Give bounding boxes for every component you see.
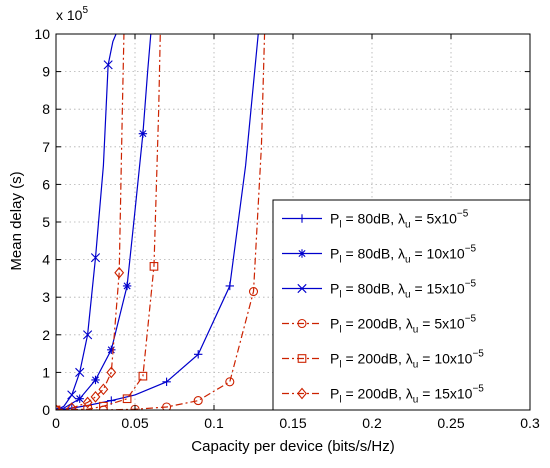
series-line <box>56 34 161 410</box>
series-layer <box>56 34 266 410</box>
legend-entry: Pl = 200dB, λu = 15x10−5 <box>282 384 484 406</box>
data-point <box>106 366 117 379</box>
data-point <box>122 281 132 291</box>
data-point <box>194 350 203 359</box>
data-point <box>83 404 92 410</box>
data-point <box>83 330 93 340</box>
legend-entry: Pl = 200dB, λu = 5x10−5 <box>282 314 477 336</box>
legend-label: Pl = 200dB, λu = 15x10−5 <box>330 384 484 406</box>
series-2 <box>56 34 152 410</box>
series-line <box>56 34 117 410</box>
data-point <box>75 367 85 377</box>
legend-label: Pl = 80dB, λu = 5x10−5 <box>330 209 469 231</box>
y-multiplier-exponent: 5 <box>82 5 88 16</box>
y-tick-label: 9 <box>42 64 50 80</box>
series-4 <box>56 34 266 410</box>
legend-label: Pl = 80dB, λu = 15x10−5 <box>330 279 477 301</box>
data-point <box>138 129 148 138</box>
data-point <box>297 387 307 400</box>
data-point <box>107 345 116 355</box>
data-point <box>90 253 101 263</box>
data-point <box>193 396 203 406</box>
data-point <box>248 287 259 297</box>
x-tick-label: 0.25 <box>437 415 464 431</box>
x-tick-label: 0.05 <box>121 415 148 431</box>
y-tick-label: 1 <box>42 364 50 380</box>
data-point <box>162 377 171 386</box>
data-point <box>114 266 125 279</box>
data-point <box>75 394 84 403</box>
data-point <box>138 371 148 381</box>
data-point <box>225 281 234 291</box>
y-tick-label: 6 <box>42 176 50 192</box>
data-point <box>82 396 93 409</box>
x-tick-label: 0 <box>52 415 60 431</box>
data-point <box>66 402 77 410</box>
legend-label: Pl = 200dB, λu = 10x10−5 <box>330 349 484 371</box>
series-line <box>56 34 125 410</box>
y-tick-label: 2 <box>42 327 50 343</box>
x-tick-label: 0.1 <box>204 415 224 431</box>
y-tick-label: 5 <box>42 214 50 230</box>
x-tick-label: 0.3 <box>520 415 540 431</box>
series-6 <box>56 34 125 410</box>
y-tick-label: 10 <box>34 26 50 42</box>
tick-layer: 0 0.05 0.1 0.15 0.2 0.25 0.3 0 1 2 3 4 5 6 7 8 9 10 <box>34 26 540 431</box>
data-point <box>122 394 132 404</box>
legend-entry: Pl = 80dB, λu = 10x10−5 <box>282 244 477 266</box>
series-3 <box>56 34 117 410</box>
data-point <box>99 401 108 410</box>
legend-label: Pl = 200dB, λu = 5x10−5 <box>330 314 477 336</box>
data-point <box>162 402 172 410</box>
legend-entry: Pl = 80dB, λu = 5x10−5 <box>282 209 469 231</box>
y-tick-label: 4 <box>42 252 50 268</box>
legend-entry: Pl = 80dB, λu = 15x10−5 <box>282 279 477 301</box>
data-point <box>149 262 159 271</box>
series-5 <box>56 34 161 410</box>
legend-box <box>272 199 531 411</box>
y-tick-label: 7 <box>42 139 50 155</box>
y-multiplier-base: x 10 <box>56 7 83 23</box>
y-tick-label: 0 <box>42 402 50 418</box>
data-point <box>67 390 77 400</box>
x-tick-label: 0.15 <box>279 415 306 431</box>
legend: Pl = 80dB, λu = 5x10−5 Pl = 80dB, λu = 10… <box>272 199 531 411</box>
data-point <box>91 375 100 385</box>
legend-entry: Pl = 200dB, λu = 10x10−5 <box>282 349 484 371</box>
data-point <box>297 249 307 258</box>
data-point <box>90 390 101 403</box>
data-point <box>297 283 307 294</box>
y-tick-label: 8 <box>42 101 50 117</box>
data-point <box>103 60 113 70</box>
data-point <box>297 318 307 329</box>
y-tick-label: 3 <box>42 289 50 305</box>
y-axis-label: Mean delay (s) <box>8 171 25 270</box>
data-point <box>297 214 307 223</box>
legend-label: Pl = 80dB, λu = 10x10−5 <box>330 244 477 266</box>
x-tick-label: 0.2 <box>362 415 382 431</box>
x-axis-label: Capacity per device (bits/s/Hz) <box>191 438 394 455</box>
data-point <box>297 354 307 363</box>
data-point <box>56 404 61 410</box>
data-point <box>98 383 109 396</box>
data-point <box>225 377 235 387</box>
y-multiplier: x 105 <box>56 5 88 23</box>
